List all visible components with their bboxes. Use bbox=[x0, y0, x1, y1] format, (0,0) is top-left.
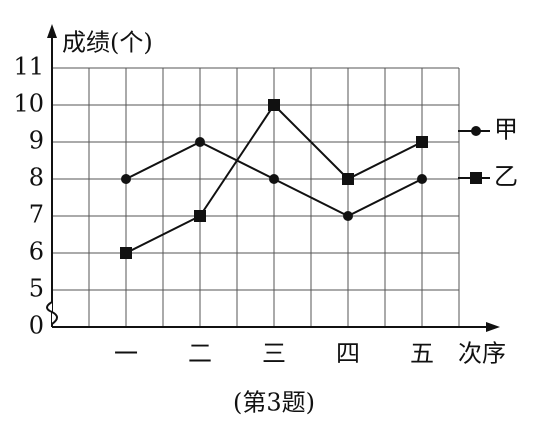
data-point bbox=[269, 174, 279, 184]
x-axis-label: 次序 bbox=[458, 340, 506, 368]
x-tick-label: 三 bbox=[262, 340, 286, 368]
y-arrow bbox=[47, 24, 57, 38]
x-tick-label: 一 bbox=[114, 340, 138, 368]
axis-break bbox=[46, 301, 58, 325]
x-tick-label: 五 bbox=[410, 340, 434, 368]
legend-marker bbox=[471, 126, 481, 136]
data-point bbox=[417, 174, 427, 184]
caption: (第3题) bbox=[233, 389, 315, 417]
data-point bbox=[343, 211, 353, 221]
y-tick-label: 10 bbox=[13, 90, 44, 118]
y-tick-label: 6 bbox=[29, 238, 44, 266]
data-point bbox=[342, 173, 354, 185]
data-point bbox=[195, 137, 205, 147]
y-axis-label: 成绩(个) bbox=[62, 29, 153, 57]
x-tick-label: 二 bbox=[188, 340, 212, 368]
data-point bbox=[194, 210, 206, 222]
y-tick-label: 7 bbox=[29, 201, 44, 229]
legend-label: 甲 bbox=[494, 116, 518, 144]
data-point bbox=[416, 136, 428, 148]
y-tick-label: 11 bbox=[13, 53, 44, 81]
legend-label: 乙 bbox=[494, 163, 518, 191]
data-point bbox=[120, 247, 132, 259]
y-tick-label: 5 bbox=[29, 275, 44, 303]
data-point bbox=[268, 99, 280, 111]
y-tick-label: 9 bbox=[29, 127, 44, 155]
y-tick-label: 0 bbox=[29, 312, 44, 340]
x-tick-label: 四 bbox=[336, 340, 360, 368]
x-arrow bbox=[486, 322, 500, 332]
data-point bbox=[121, 174, 131, 184]
legend-marker bbox=[470, 172, 482, 184]
y-tick-label: 8 bbox=[29, 164, 44, 192]
